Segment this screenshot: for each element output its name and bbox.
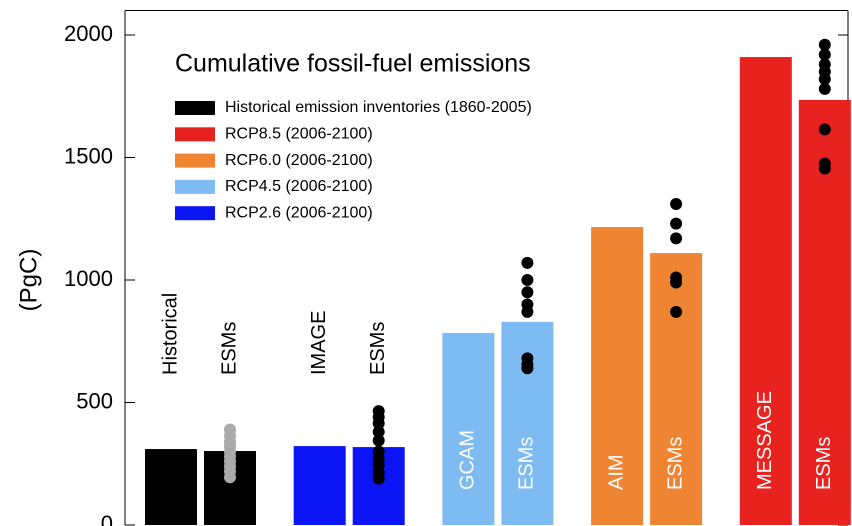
ensemble-point (521, 362, 534, 375)
bar-label: GCAM (457, 430, 479, 490)
bar-label: AIM (605, 454, 627, 490)
legend-swatch (175, 179, 215, 194)
legend-label: RCP2.6 (2006-2100) (225, 204, 373, 221)
ensemble-point (521, 305, 534, 318)
bar (591, 227, 644, 525)
bar (501, 321, 554, 525)
y-tick-label: 0 (101, 511, 113, 526)
bar (293, 446, 346, 525)
bar (442, 332, 495, 525)
y-tick-label: 2000 (64, 21, 113, 46)
bar-label: ESMs (516, 437, 538, 490)
legend-swatch (175, 153, 215, 168)
y-tick-label: 500 (76, 388, 113, 413)
ensemble-point (521, 256, 534, 269)
legend-swatch (175, 206, 215, 221)
ensemble-point (670, 217, 683, 230)
ensemble-point (670, 305, 683, 318)
ensemble-point (818, 123, 831, 136)
legend-swatch (175, 101, 215, 115)
bar-label: Historical (159, 293, 181, 375)
y-axis-label: (PgC) (15, 249, 42, 312)
ensemble-point (818, 73, 831, 86)
ensemble-point (670, 276, 683, 289)
ensemble-point (372, 417, 385, 430)
legend-label: RCP6.0 (2006-2100) (225, 152, 373, 169)
ensemble-point (521, 286, 534, 299)
bar (739, 57, 792, 526)
bar-label: ESMs (813, 437, 835, 490)
legend-swatch (175, 127, 215, 142)
y-tick-label: 1000 (64, 266, 113, 291)
ensemble-point (372, 434, 385, 447)
ensemble-point (224, 471, 236, 484)
ensemble-point (818, 48, 831, 61)
ensemble-point (372, 425, 385, 438)
chart-title: Cumulative fossil-fuel emissions (175, 50, 531, 78)
ensemble-point (818, 82, 831, 95)
legend-label: RCP8.5 (2006-2100) (225, 126, 373, 143)
ensemble-point (818, 162, 831, 175)
legend-label: Historical emission inventories (1860-20… (225, 99, 532, 116)
bar (650, 253, 703, 526)
bar-label: MESSAGE (754, 391, 776, 490)
ensemble-point (372, 472, 385, 485)
bar-label: ESMs (218, 322, 240, 375)
ensemble-point (818, 38, 831, 51)
legend-label: RCP4.5 (2006-2100) (225, 178, 373, 195)
y-tick-label: 1500 (64, 143, 113, 168)
ensemble-point (670, 232, 683, 245)
bar-label: IMAGE (308, 311, 330, 375)
bar (145, 449, 197, 525)
bar-label: ESMs (367, 322, 389, 375)
bar-label: ESMs (664, 437, 686, 490)
ensemble-point (521, 274, 534, 286)
ensemble-point (670, 198, 683, 211)
